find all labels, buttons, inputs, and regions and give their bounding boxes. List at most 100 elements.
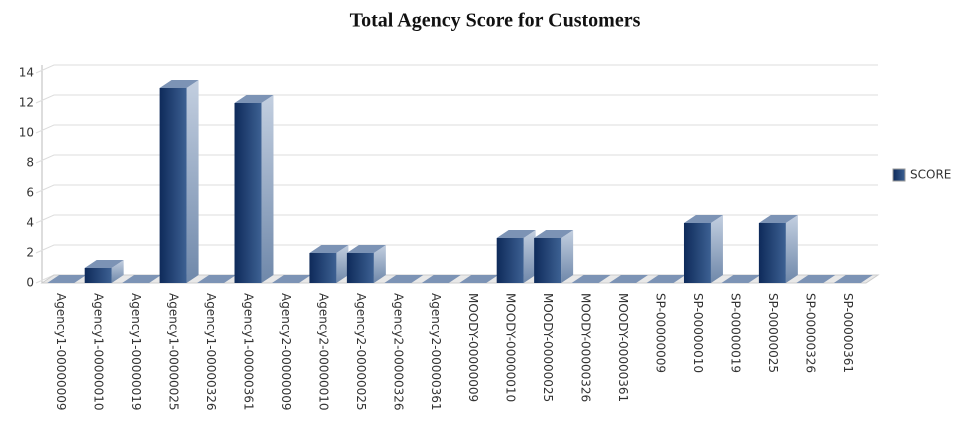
x-tick-label: Agency2-00000361 xyxy=(429,293,443,411)
x-tick-label: SP-00000010 xyxy=(691,293,705,373)
bar xyxy=(646,275,686,283)
grid-line xyxy=(35,184,878,194)
y-tick-label: 8 xyxy=(26,156,34,170)
bar xyxy=(496,230,536,283)
bar-top xyxy=(496,230,536,238)
y-tick-label: 2 xyxy=(26,246,34,260)
bar xyxy=(197,275,237,283)
bar xyxy=(159,80,199,283)
bar xyxy=(796,275,836,283)
bar-side xyxy=(373,245,386,283)
x-tick-label: MOODY-00000361 xyxy=(616,293,630,402)
bar-top xyxy=(309,245,349,253)
legend-label: SCORE xyxy=(910,168,951,182)
bar-front xyxy=(758,223,786,283)
bar xyxy=(833,275,873,283)
bar xyxy=(271,275,311,283)
bar-top xyxy=(534,230,574,238)
bar-side xyxy=(336,245,349,283)
x-tick-label: MOODY-00000009 xyxy=(466,293,480,402)
x-tick-label: SP-00000019 xyxy=(728,293,742,373)
bar xyxy=(534,230,574,283)
x-tick-label: Agency1-00000019 xyxy=(129,293,143,411)
bar xyxy=(122,275,162,283)
grid-line xyxy=(35,64,878,74)
bar-top xyxy=(683,215,723,223)
bar xyxy=(346,245,386,283)
x-tick-label: SP-00000025 xyxy=(766,293,780,373)
x-tick-label: Agency1-00000361 xyxy=(242,293,256,411)
bar xyxy=(609,275,649,283)
bar-front xyxy=(234,103,262,283)
bar-side xyxy=(523,230,536,283)
bar-side xyxy=(261,95,274,283)
bar-side xyxy=(710,215,723,283)
bar-top xyxy=(571,275,611,283)
bar-front xyxy=(346,253,374,283)
bar-top xyxy=(271,275,311,283)
x-tick-label: SP-00000326 xyxy=(803,293,817,373)
bar xyxy=(309,245,349,283)
x-tick-label: Agency2-00000025 xyxy=(354,293,368,411)
x-tick-label: SP-00000009 xyxy=(654,293,668,373)
bar-top xyxy=(234,95,274,103)
y-tick-label: 10 xyxy=(19,126,34,140)
bar-top xyxy=(459,275,499,283)
x-tick-label: Agency1-00000326 xyxy=(204,293,218,411)
grid-line xyxy=(35,94,878,104)
bar-top xyxy=(833,275,873,283)
bar-top xyxy=(122,275,162,283)
bar-side xyxy=(186,80,199,283)
y-tick-label: 4 xyxy=(26,216,34,230)
bar-front xyxy=(84,268,112,283)
legend-swatch xyxy=(892,168,906,182)
x-tick-label: MOODY-00000326 xyxy=(579,293,593,402)
bar-top xyxy=(159,80,199,88)
bar-top xyxy=(796,275,836,283)
bar xyxy=(384,275,424,283)
bar-side xyxy=(561,230,574,283)
bar-top xyxy=(47,275,87,283)
bar-top xyxy=(609,275,649,283)
bar-top xyxy=(346,245,386,253)
bar-top xyxy=(646,275,686,283)
y-tick-label: 6 xyxy=(26,186,34,200)
bar-top xyxy=(197,275,237,283)
bar xyxy=(84,260,124,283)
grid-line xyxy=(35,244,878,254)
bar-top xyxy=(721,275,761,283)
x-tick-label: Agency2-00000009 xyxy=(279,293,293,411)
bar xyxy=(683,215,723,283)
x-tick-label: MOODY-00000010 xyxy=(504,293,518,402)
x-tick-label: Agency2-00000326 xyxy=(391,293,405,411)
bar-front xyxy=(534,238,562,283)
y-tick-label: 14 xyxy=(19,66,34,80)
bar xyxy=(571,275,611,283)
bar-front xyxy=(159,88,187,283)
bar xyxy=(758,215,798,283)
bar xyxy=(721,275,761,283)
chart-title: Total Agency Score for Customers xyxy=(350,10,641,32)
bar xyxy=(421,275,461,283)
y-tick-label: 12 xyxy=(19,96,34,110)
bar-front xyxy=(683,223,711,283)
bar-top xyxy=(84,260,124,268)
grid-line xyxy=(35,154,878,164)
x-tick-label: SP-00000361 xyxy=(841,293,855,373)
bar xyxy=(47,275,87,283)
bar-front xyxy=(496,238,524,283)
y-tick-label: 0 xyxy=(26,276,34,290)
x-tick-label: Agency1-00000009 xyxy=(54,293,68,411)
bar xyxy=(234,95,274,283)
grid-line xyxy=(35,124,878,134)
x-tick-label: Agency1-00000010 xyxy=(92,293,106,411)
bar-side xyxy=(111,260,124,283)
x-tick-label: MOODY-00000025 xyxy=(541,293,555,402)
bar-top xyxy=(758,215,798,223)
x-tick-label: Agency2-00000010 xyxy=(316,293,330,411)
bar-front xyxy=(309,253,337,283)
grid-line xyxy=(35,214,878,224)
bar xyxy=(459,275,499,283)
x-tick-label: Agency1-00000025 xyxy=(167,293,181,411)
